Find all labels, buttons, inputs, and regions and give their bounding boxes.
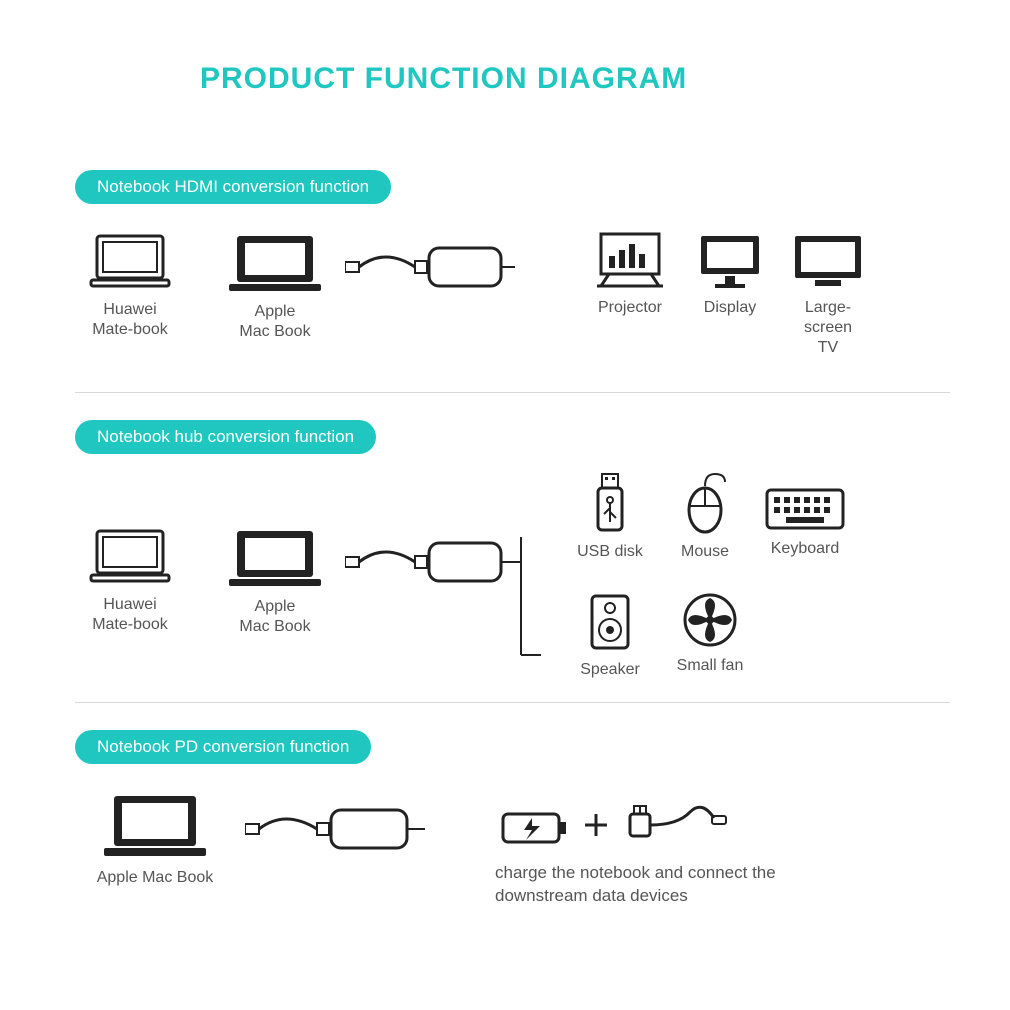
usb-cable-icon	[628, 800, 728, 850]
huawei-matebook: Huawei Mate-book	[75, 232, 185, 340]
section-hub-heading: Notebook hub conversion function	[75, 420, 376, 454]
tv-label: Large- screen TV	[785, 298, 871, 358]
apple-macbook: Apple Mac Book	[215, 232, 335, 342]
section-hub: Notebook hub conversion function Huawei …	[75, 420, 960, 692]
projector-label: Projector	[585, 298, 675, 318]
divider-2	[75, 702, 950, 703]
hub-cable-2	[345, 537, 545, 675]
laptop-black-icon	[100, 792, 210, 860]
battery-charge	[495, 808, 575, 856]
hub-icon	[245, 804, 425, 854]
mouse: Mouse	[665, 472, 745, 562]
apple-label: Apple Mac Book	[215, 302, 335, 342]
usb-cable	[623, 800, 733, 858]
large-tv: Large- screen TV	[785, 232, 871, 358]
apple-macbook-3: Apple Mac Book	[75, 792, 235, 888]
projector: Projector	[585, 228, 675, 318]
huawei-matebook-2: Huawei Mate-book	[75, 527, 185, 635]
pd-description: charge the notebook and connect the down…	[495, 862, 795, 908]
laptop-black-icon	[225, 527, 325, 589]
fan: Small fan	[665, 592, 755, 676]
plus-icon	[583, 812, 609, 838]
divider-1	[75, 392, 950, 393]
keyboard-icon	[764, 487, 846, 531]
keyboard-label: Keyboard	[755, 539, 855, 559]
section-hub-row: Huawei Mate-book Apple Mac Book	[75, 482, 960, 692]
battery-icon	[500, 808, 570, 848]
section-hdmi-heading: Notebook HDMI conversion function	[75, 170, 391, 204]
section-pd-row: Apple Mac Book	[75, 792, 960, 932]
apple-label-3: Apple Mac Book	[75, 868, 235, 888]
laptop-open-icon	[85, 232, 175, 292]
fan-label: Small fan	[665, 656, 755, 676]
plus-sign	[583, 812, 613, 838]
section-hdmi: Notebook HDMI conversion function Huawei…	[75, 170, 960, 372]
mouse-icon	[681, 472, 729, 534]
apple-macbook-2: Apple Mac Book	[215, 527, 335, 637]
speaker-icon	[588, 592, 632, 652]
hub-cable-3	[245, 804, 425, 862]
speaker: Speaker	[565, 592, 655, 680]
projector-icon	[595, 228, 665, 290]
hub-cable	[345, 242, 515, 300]
usb-label: USB disk	[565, 542, 655, 562]
laptop-black-icon	[225, 232, 325, 294]
tv-icon	[791, 232, 865, 290]
usb-disk: USB disk	[565, 472, 655, 562]
keyboard: Keyboard	[755, 487, 855, 559]
speaker-label: Speaker	[565, 660, 655, 680]
section-pd: Notebook PD conversion function Apple Ma…	[75, 730, 960, 932]
laptop-open-icon	[85, 527, 175, 587]
mouse-label: Mouse	[665, 542, 745, 562]
section-pd-heading: Notebook PD conversion function	[75, 730, 371, 764]
huawei-label-2: Huawei Mate-book	[75, 595, 185, 635]
display-icon	[697, 232, 763, 290]
apple-label-2: Apple Mac Book	[215, 597, 335, 637]
fan-icon	[682, 592, 738, 648]
hub-icon	[345, 537, 545, 667]
huawei-label: Huawei Mate-book	[75, 300, 185, 340]
page-title: PRODUCT FUNCTION DIAGRAM	[200, 62, 687, 96]
section-hdmi-row: Huawei Mate-book Apple Mac Book	[75, 232, 960, 372]
display: Display	[690, 232, 770, 318]
hub-icon	[345, 242, 515, 292]
display-label: Display	[690, 298, 770, 318]
usb-icon	[590, 472, 630, 534]
